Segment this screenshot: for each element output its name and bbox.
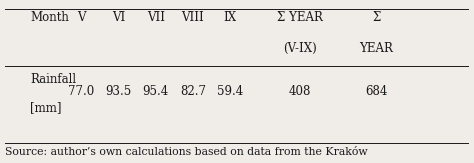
Text: Rainfall: Rainfall [30,73,76,86]
Text: (V-IX): (V-IX) [283,42,317,55]
Text: 93.5: 93.5 [105,85,132,98]
Text: VI: VI [112,11,125,24]
Text: 95.4: 95.4 [143,85,169,98]
Text: 77.0: 77.0 [68,85,94,98]
Text: Month: Month [30,11,69,24]
Text: IX: IX [223,11,237,24]
Text: [mm]: [mm] [30,101,62,114]
Text: Source: author’s own calculations based on data from the Kraków: Source: author’s own calculations based … [5,147,367,157]
Text: 59.4: 59.4 [217,85,243,98]
Text: VIII: VIII [182,11,204,24]
Text: Σ: Σ [372,11,381,24]
Text: 684: 684 [365,85,388,98]
Text: 82.7: 82.7 [180,85,206,98]
Text: Σ YEAR: Σ YEAR [277,11,323,24]
Text: V: V [77,11,86,24]
Text: YEAR: YEAR [359,42,393,55]
Text: VII: VII [147,11,164,24]
Text: 408: 408 [289,85,311,98]
